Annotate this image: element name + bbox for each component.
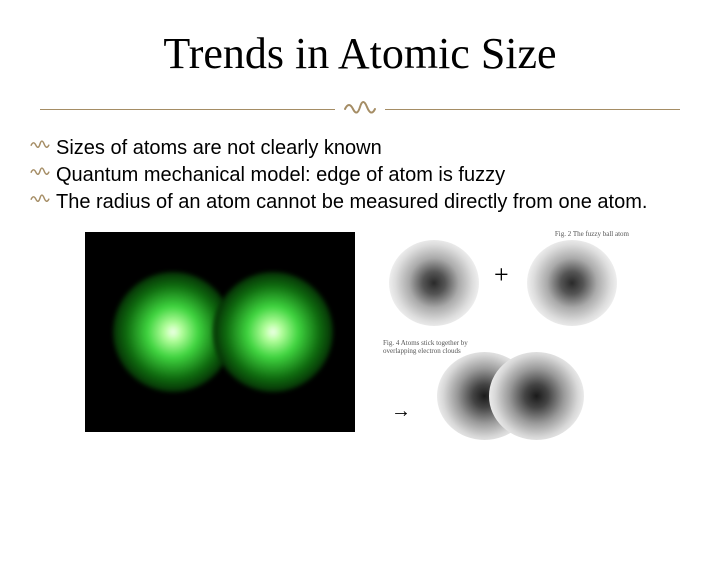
cloud-merged-right-icon <box>489 352 584 440</box>
bullet-text: Sizes of atoms are not clearly known <box>56 135 382 162</box>
plus-icon: + <box>494 260 509 290</box>
divider <box>40 97 680 121</box>
image-row: Fig. 2 The fuzzy ball atom + → Fig. 4 At… <box>0 232 720 452</box>
cloud-top-left-icon <box>389 240 479 326</box>
arrow-icon: → <box>391 400 411 423</box>
slide-title: Trends in Atomic Size <box>0 28 720 79</box>
divider-line-right <box>385 109 680 110</box>
divider-line-left <box>40 109 335 110</box>
bullet-text: Quantum mechanical model: edge of atom i… <box>56 162 505 189</box>
orbital-right-icon <box>213 272 333 392</box>
bullet-icon <box>30 162 50 187</box>
bullet-icon <box>30 135 50 160</box>
caption-top: Fig. 2 The fuzzy ball atom <box>555 230 629 238</box>
bullet-icon <box>30 189 50 214</box>
list-item: Quantum mechanical model: edge of atom i… <box>30 162 690 189</box>
green-orbitals-figure <box>85 232 355 432</box>
list-item: The radius of an atom cannot be measured… <box>30 189 690 216</box>
caption-bottom: Fig. 4 Atoms stick together by overlappi… <box>383 340 483 355</box>
list-item: Sizes of atoms are not clearly known <box>30 135 690 162</box>
bullet-list: Sizes of atoms are not clearly known Qua… <box>30 135 690 216</box>
cloud-top-right-icon <box>527 240 617 326</box>
electron-cloud-figure: Fig. 2 The fuzzy ball atom + → Fig. 4 At… <box>379 232 635 452</box>
bullet-text: The radius of an atom cannot be measured… <box>56 189 647 216</box>
divider-flourish-icon <box>343 97 377 121</box>
